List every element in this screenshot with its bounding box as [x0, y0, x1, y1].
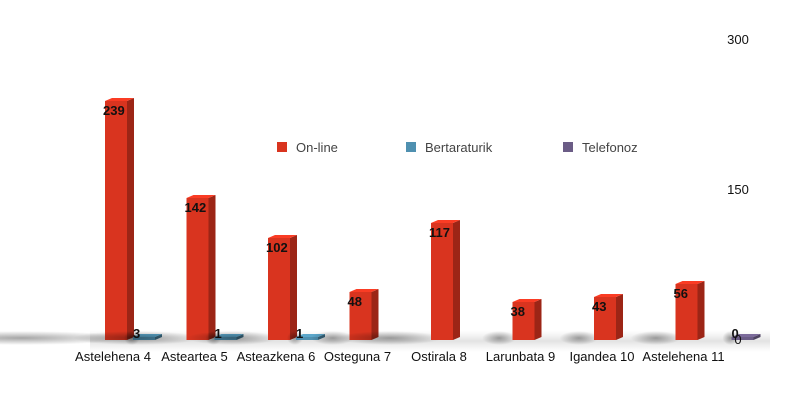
bar-top: [105, 98, 134, 101]
bar-shadow: [186, 331, 279, 345]
data-label: 56: [674, 286, 688, 301]
bar-side: [371, 289, 379, 340]
data-label: 43: [592, 299, 606, 314]
legend-item-telefonoz: Telefonoz: [563, 140, 638, 155]
bar-side: [534, 299, 542, 340]
data-label: 1: [296, 326, 303, 341]
bar-on-line-1: [0, 98, 134, 345]
bar-front: [296, 337, 318, 340]
bar-on-line-5: [337, 220, 460, 345]
bar-side: [753, 334, 761, 340]
legend-label: Bertaraturik: [425, 140, 493, 155]
bar-side: [616, 294, 623, 340]
bar-top: [268, 235, 297, 238]
legend-label: Telefonoz: [582, 140, 638, 155]
bar-on-line-3: [186, 235, 297, 345]
data-label: 48: [348, 294, 362, 309]
legend-item-on-line: On-line: [277, 140, 338, 155]
bar-on-line-8: [630, 281, 705, 345]
bar-front: [186, 198, 209, 340]
category-label: Igandea 10: [569, 349, 634, 364]
bar-shadow: [559, 331, 599, 345]
bar-shadow: [286, 331, 303, 345]
y-tick-label: 300: [727, 32, 749, 47]
bar-front: [268, 238, 290, 340]
y-axis-ticks: 0 150 300: [727, 32, 749, 347]
bar-on-line-6: [482, 299, 542, 345]
bar-top: [431, 220, 460, 223]
legend-label: On-line: [296, 140, 338, 155]
bar-shadow: [722, 331, 739, 345]
bar-side: [208, 195, 216, 340]
bar-side: [697, 281, 705, 340]
bar-side: [290, 235, 297, 340]
data-label: 142: [185, 200, 207, 215]
bar-side: [453, 220, 460, 340]
legend-swatch: [277, 142, 287, 152]
bar-on-line-4: [311, 289, 379, 345]
bar-front: [512, 302, 535, 340]
category-label: Asteazkena 6: [237, 349, 316, 364]
bar-top: [594, 294, 623, 297]
bars-group: 239314211021481173843560: [0, 98, 761, 345]
category-label: Osteguna 7: [324, 349, 391, 364]
bar-telefonoz-8: [722, 331, 761, 345]
bar-front: [349, 292, 372, 340]
legend: On-line Bertaraturik Telefonoz: [277, 140, 638, 155]
bar-top: [731, 334, 761, 337]
bar-top: [675, 281, 705, 284]
y-tick-label: 0: [734, 332, 741, 347]
bar-shadow: [337, 331, 443, 345]
bar-front: [105, 101, 127, 340]
bar-front: [675, 284, 698, 340]
x-axis-labels: Astelehena 4 Asteartea 5 Asteazkena 6 Osteg…: [75, 349, 725, 364]
category-label: Asteartea 5: [161, 349, 228, 364]
data-label: 0: [732, 326, 739, 341]
bar-shadow: [630, 331, 682, 345]
bar-front: [594, 297, 616, 340]
legend-item-bertaraturik: Bertaraturik: [406, 140, 493, 155]
data-label: 239: [103, 103, 125, 118]
category-label: Ostirala 8: [411, 349, 467, 364]
category-label: Astelehena 11: [642, 349, 724, 364]
bar-top: [512, 299, 542, 302]
legend-swatch: [563, 142, 573, 152]
bar-shadow: [482, 331, 517, 345]
bar-top: [186, 195, 216, 198]
bar-shadow: [311, 331, 355, 345]
category-label: Larunbata 9: [486, 349, 555, 364]
bar-side: [127, 98, 134, 340]
bar-on-line-7: [559, 294, 623, 345]
bar-shadow: [72, 331, 201, 345]
data-label: 117: [429, 225, 450, 240]
data-label: 102: [266, 240, 288, 255]
y-tick-label: 150: [727, 182, 749, 197]
bar-front: [731, 337, 754, 340]
bar-top: [349, 289, 379, 292]
bar-front: [431, 223, 453, 340]
legend-swatch: [406, 142, 416, 152]
bar-on-line-2: [72, 195, 216, 345]
data-label: 38: [511, 304, 525, 319]
category-label: Astelehena 4: [75, 349, 151, 364]
